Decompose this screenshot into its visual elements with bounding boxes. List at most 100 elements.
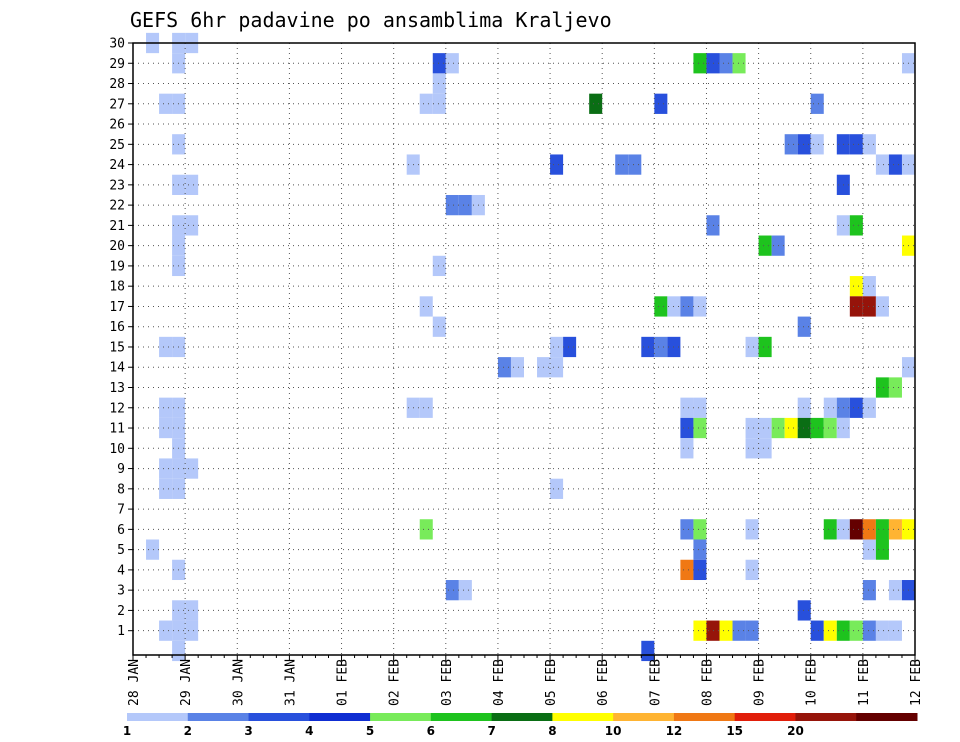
precip-cell [445,53,459,74]
legend-swatch [734,713,796,721]
precip-cell [693,417,707,439]
legend-label: 3 [244,724,252,738]
precip-cell [641,336,655,358]
precip-cell [758,417,772,439]
precip-cell [680,296,694,317]
precip-cell [810,93,824,114]
precip-cell [875,620,889,641]
y-tick-label: 18 [109,280,125,295]
y-tick-label: 1 [117,624,125,639]
legend-swatch [491,713,553,721]
precip-cell [419,93,433,114]
precip-cell [159,478,173,499]
precip-cell [810,620,824,641]
precip-cell [849,519,863,540]
precip-cell [823,620,837,641]
precip-cell [745,417,759,439]
precip-cell [706,620,720,641]
precip-cell [432,53,446,74]
y-tick-label: 7 [117,503,125,518]
legend-swatch [430,713,493,721]
legend-swatch [613,713,675,721]
precip-cell [185,620,199,641]
precip-cell [185,600,199,621]
precip-cell [849,134,863,155]
precip-cell [693,620,707,641]
precip-cell [680,559,694,581]
x-tick-label: 28 JAN [127,659,142,706]
x-tick-label: 02 FEB [388,659,403,706]
precip-cell [875,154,889,175]
x-tick-label: 11 FEB [857,659,872,706]
precip-cell [654,93,668,114]
precip-cell [875,519,889,540]
precip-cell [589,93,603,114]
x-tick-label: 04 FEB [492,659,507,706]
x-tick-label: 01 FEB [336,659,351,706]
y-tick-label: 19 [109,259,125,274]
precip-cell [745,519,759,540]
precip-cell [172,640,186,662]
legend-label: 10 [605,724,622,738]
precip-cell [849,397,863,418]
precip-cell [159,620,173,641]
precip-cell [758,235,772,256]
y-tick-label: 17 [109,300,125,315]
precip-cell [797,134,811,155]
precip-cell [797,397,811,418]
y-tick-label: 15 [109,340,125,355]
y-tick-label: 2 [117,604,125,619]
legend-swatch [856,713,918,721]
y-tick-label: 6 [117,523,125,538]
chart-title: GEFS 6hr padavine po ansamblima Kraljevo [130,8,612,32]
grid-lines [133,42,915,655]
legend-swatch [673,713,736,721]
precip-cell [784,417,798,439]
precip-cell [784,134,798,155]
precip-cell [159,417,173,439]
precip-cell [550,478,564,499]
data-cells [146,32,915,662]
precip-cell [849,215,863,236]
precip-cell [693,296,707,317]
precip-cell [146,539,160,560]
y-tick-label: 24 [109,158,125,173]
legend-swatch [248,713,310,721]
color-legend: 1 2 3 4 5 6 7 8 10 12 15 20 [123,713,918,738]
x-tick-label: 30 JAN [231,659,246,706]
precip-cell [445,580,459,601]
precip-cell [185,174,199,195]
precip-cell [550,154,564,175]
precip-cell [550,357,564,378]
precip-cell [888,580,902,601]
y-tick-label: 5 [117,543,125,558]
y-tick-label: 16 [109,320,125,335]
precip-cell [693,53,707,74]
legend-swatch [552,713,614,721]
x-tick-label: 31 JAN [283,659,298,706]
precip-cell [185,215,199,236]
precip-cell [862,539,876,560]
precip-cell [419,397,433,418]
x-axis: 28 JAN 29 JAN 30 JAN 31 JAN 01 FEB 02 FEB 03 F… [127,655,924,706]
precip-cell [159,93,173,114]
legend-swatch [127,713,189,721]
precip-cell [458,194,472,216]
precip-cell [458,580,472,601]
legend-label: 8 [548,724,556,738]
precip-cell [849,296,863,317]
y-tick-label: 27 [109,97,125,112]
precip-cell [823,397,837,418]
precip-cell [862,580,876,601]
legend-label: 7 [487,724,495,738]
precip-cell [641,640,655,662]
precip-cell [419,296,433,317]
y-axis: 1234567891011121314151617181920212223242… [109,37,133,639]
y-tick-label: 9 [117,462,125,477]
precip-cell [693,539,707,560]
legend-label: 15 [726,724,743,738]
y-tick-label: 4 [117,563,125,578]
x-tick-label: 12 FEB [909,659,924,706]
precip-cell [680,397,694,418]
precip-cell [159,336,173,358]
